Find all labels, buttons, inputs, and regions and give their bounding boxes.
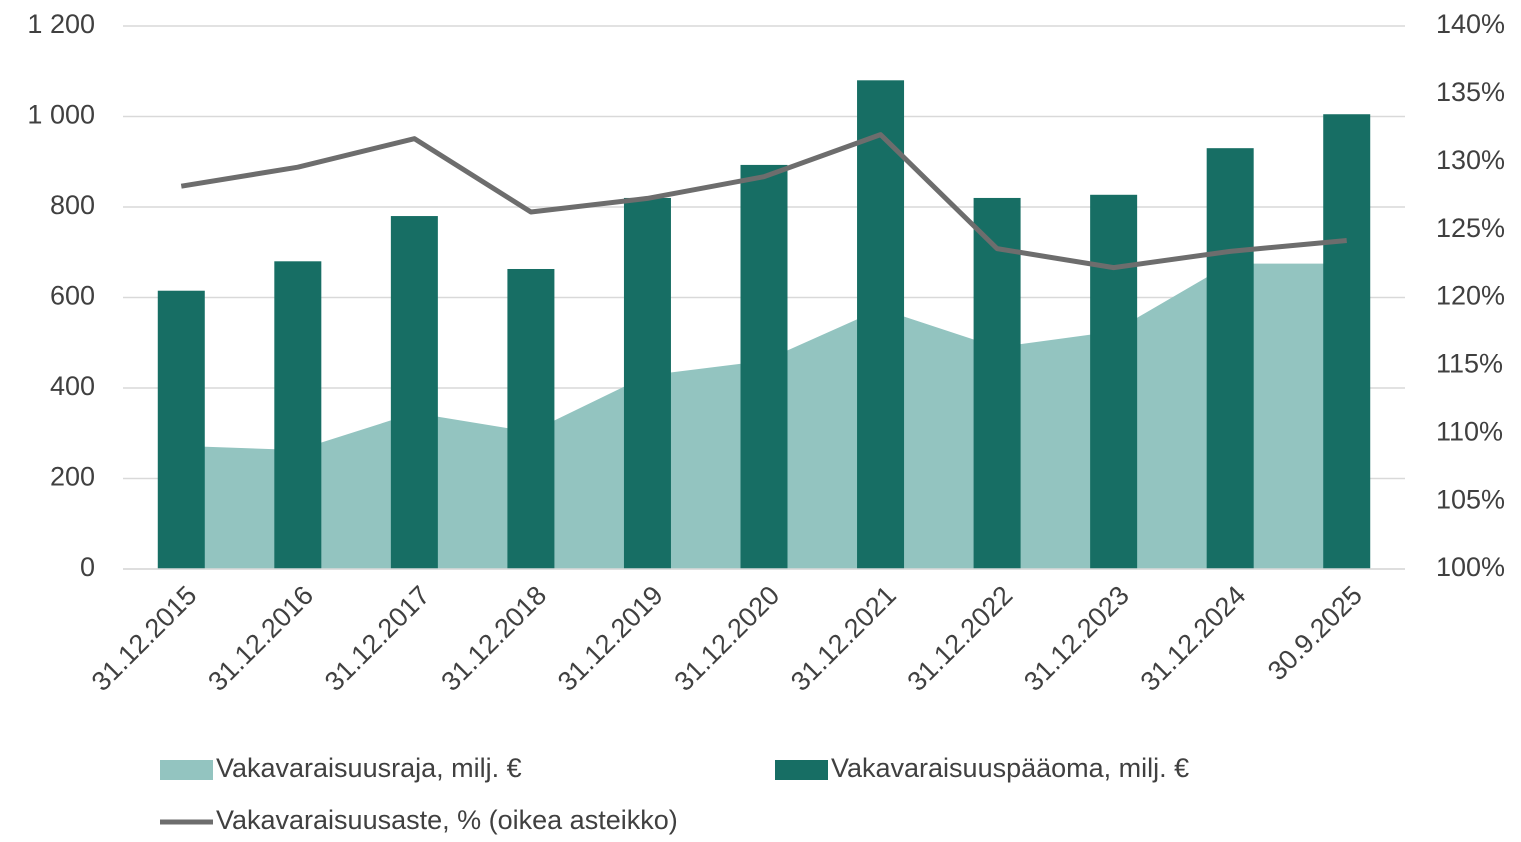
bar — [1323, 114, 1371, 570]
y2-tick-label: 130% — [1436, 145, 1505, 175]
y2-tick-label: 115% — [1436, 349, 1503, 379]
x-tick-label: 31.12.2020 — [669, 580, 786, 697]
bar — [973, 197, 1021, 569]
y-tick-label: 200 — [50, 462, 95, 492]
y2-tick-label: 105% — [1436, 484, 1505, 514]
legend-swatch — [160, 760, 213, 780]
legend-label: Vakavaraisuusaste, % (oikea asteikko) — [216, 805, 678, 835]
y2-tick-label: 135% — [1436, 77, 1505, 107]
y-tick-label: 1 000 — [27, 100, 95, 130]
y-tick-label: 0 — [80, 552, 95, 582]
line — [180, 132, 1347, 271]
x-tick-label: 31.12.2015 — [86, 580, 203, 697]
legend-label: Vakavaraisuuspääoma, milj. € — [831, 753, 1189, 783]
y2-tick-label: 120% — [1436, 281, 1505, 311]
bar — [274, 261, 322, 569]
bar — [1206, 148, 1254, 570]
bar — [390, 216, 438, 570]
x-tick-label: 31.12.2021 — [785, 580, 902, 697]
x-tick-label: 31.12.2016 — [202, 580, 319, 697]
x-tick-label: 31.12.2024 — [1135, 580, 1252, 697]
bar — [623, 197, 671, 569]
x-tick-label: 31.12.2018 — [435, 580, 552, 697]
x-tick-label: 31.12.2022 — [902, 580, 1019, 697]
bar — [857, 80, 905, 570]
bar — [157, 290, 205, 569]
y-tick-label: 1 200 — [27, 9, 95, 39]
bar — [740, 164, 788, 570]
bar — [507, 268, 555, 569]
y-tick-label: 400 — [50, 371, 95, 401]
y2-tick-label: 100% — [1436, 552, 1505, 582]
y2-tick-label: 110% — [1436, 416, 1503, 446]
x-tick-label: 31.12.2017 — [319, 580, 436, 697]
x-tick-label: 31.12.2019 — [552, 580, 669, 697]
x-tick-label: 31.12.2023 — [1018, 580, 1135, 697]
x-tick-label: 30.9.2025 — [1262, 580, 1368, 686]
y2-tick-label: 125% — [1436, 213, 1505, 243]
bar — [1090, 194, 1138, 569]
legend-label: Vakavaraisuusraja, milj. € — [216, 753, 522, 783]
y-tick-label: 800 — [50, 190, 95, 220]
y-tick-label: 600 — [50, 281, 95, 311]
legend-swatch — [775, 760, 828, 780]
y2-tick-label: 140% — [1436, 9, 1505, 39]
